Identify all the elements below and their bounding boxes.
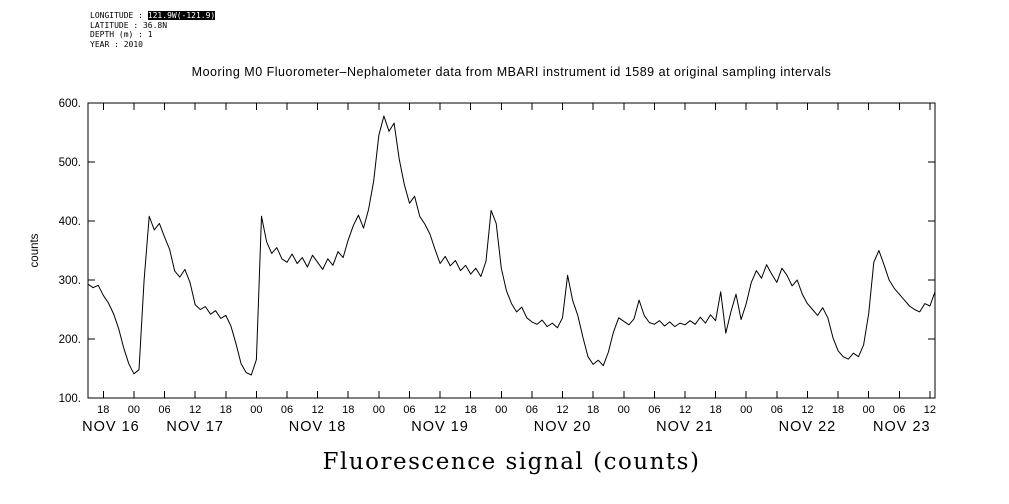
y-axis-label: counts bbox=[29, 233, 41, 267]
x-tick-label: 06 bbox=[403, 404, 415, 416]
y-tick-label: 500. bbox=[59, 157, 81, 169]
meta-value-highlighted: 121.9W(-121.9) bbox=[147, 11, 216, 20]
x-tick-label: 00 bbox=[740, 404, 752, 416]
meta-label: DEPTH (m) : bbox=[90, 30, 148, 39]
x-tick-label: 18 bbox=[587, 404, 599, 416]
data-line bbox=[87, 115, 936, 376]
x-tick-label: 18 bbox=[97, 404, 109, 416]
x-tick-label: 12 bbox=[679, 404, 691, 416]
x-tick-label: 06 bbox=[158, 404, 170, 416]
day-label: NOV 17 bbox=[166, 419, 224, 435]
x-tick-label: 12 bbox=[311, 404, 323, 416]
day-label: NOV 23 bbox=[873, 419, 931, 435]
x-tick-label: 12 bbox=[189, 404, 201, 416]
x-tick-label: 18 bbox=[709, 404, 721, 416]
x-tick-label: 06 bbox=[281, 404, 293, 416]
x-tick-label: 06 bbox=[526, 404, 538, 416]
x-tick-label: 00 bbox=[495, 404, 507, 416]
metadata-block: LONGITUDE : 121.9W(-121.9) LATITUDE : 36… bbox=[90, 11, 216, 50]
meta-label: LONGITUDE : bbox=[90, 11, 148, 20]
meta-line-longitude: LONGITUDE : 121.9W(-121.9) bbox=[90, 11, 216, 21]
meta-label: YEAR : bbox=[90, 39, 124, 49]
x-tick-label: 06 bbox=[893, 404, 905, 416]
x-tick-label: 12 bbox=[801, 404, 813, 416]
day-label: NOV 16 bbox=[82, 419, 140, 435]
x-tick-label: 06 bbox=[771, 404, 783, 416]
x-tick-label: 00 bbox=[128, 404, 140, 416]
x-tick-label: 06 bbox=[648, 404, 660, 416]
y-tick-label: 200. bbox=[59, 334, 81, 346]
x-tick-label: 18 bbox=[220, 404, 232, 416]
x-tick-label: 18 bbox=[342, 404, 354, 416]
meta-line-year: YEAR : 2010 bbox=[90, 40, 215, 50]
x-tick-label: 12 bbox=[556, 404, 568, 416]
meta-line-depth: DEPTH (m) : 1 bbox=[90, 30, 215, 40]
x-tick-label: 00 bbox=[863, 404, 875, 416]
day-label: NOV 20 bbox=[534, 419, 592, 435]
x-tick-label: 00 bbox=[618, 404, 630, 416]
y-tick-label: 400. bbox=[59, 216, 81, 228]
x-tick-label: 18 bbox=[465, 404, 477, 416]
y-tick-label: 100. bbox=[59, 393, 81, 405]
meta-value: 2010 bbox=[123, 39, 143, 49]
day-label: NOV 19 bbox=[411, 419, 469, 435]
x-tick-label: 18 bbox=[832, 404, 844, 416]
x-tick-label: 12 bbox=[434, 404, 446, 416]
x-axis-title: Fluorescence signal (counts) bbox=[322, 449, 701, 475]
meta-line-latitude: LATITUDE : 36.8N bbox=[90, 21, 215, 31]
day-label: NOV 21 bbox=[656, 419, 714, 435]
plot-border bbox=[87, 102, 936, 399]
x-tick-label: 00 bbox=[373, 404, 385, 416]
y-tick-label: 600. bbox=[59, 98, 81, 110]
day-label: NOV 18 bbox=[289, 419, 347, 435]
x-tick-label: 00 bbox=[250, 404, 262, 416]
chart-title: Mooring M0 Fluorometer–Nephalometer data… bbox=[191, 65, 832, 79]
meta-value: 1 bbox=[147, 30, 153, 39]
x-tick-label: 12 bbox=[924, 404, 936, 416]
meta-label: LATITUDE : bbox=[90, 20, 143, 30]
y-tick-label: 300. bbox=[59, 275, 81, 287]
meta-value: 36.8N bbox=[142, 20, 168, 30]
day-label: NOV 22 bbox=[779, 419, 837, 435]
